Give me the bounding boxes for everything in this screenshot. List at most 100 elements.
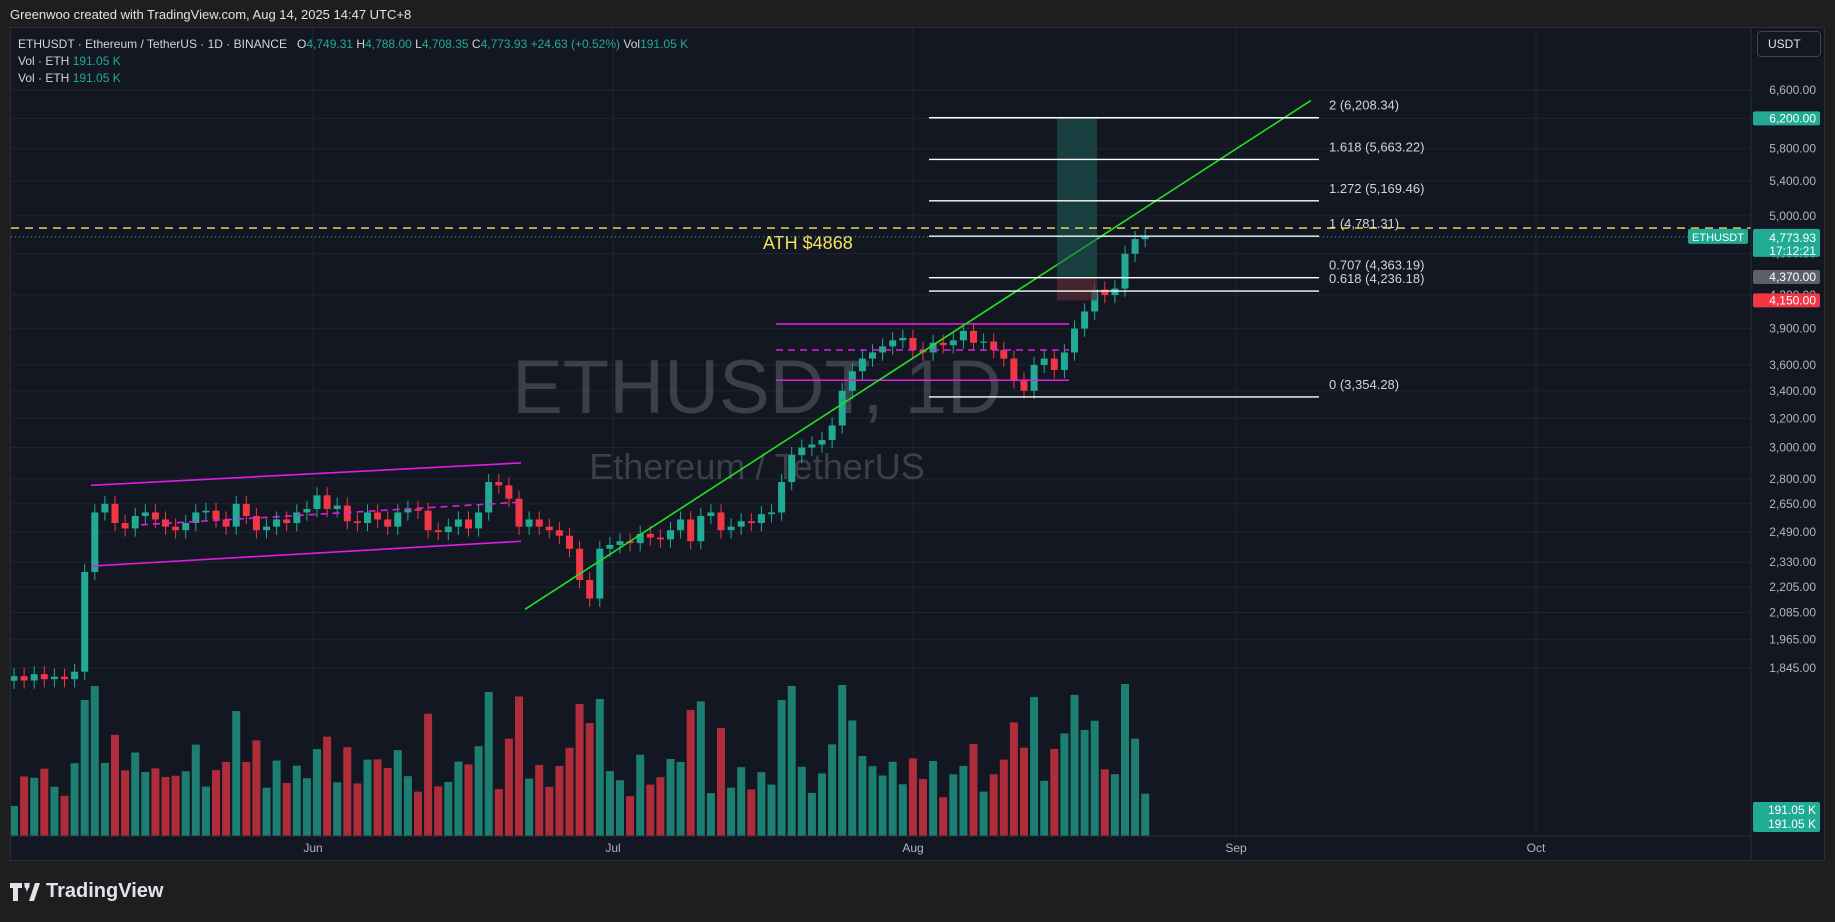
last-price-value: 4,773.93 xyxy=(1769,231,1816,245)
volume-bar xyxy=(1100,769,1109,836)
candle-body xyxy=(778,482,786,513)
volume-bar xyxy=(878,775,887,836)
candle-body xyxy=(424,510,432,531)
price-tag-bg xyxy=(1753,269,1820,284)
volume-bar xyxy=(727,787,736,836)
candle-body xyxy=(374,512,382,520)
candle-body xyxy=(656,537,664,540)
candle xyxy=(737,513,745,535)
volume-bar xyxy=(292,765,301,836)
candle-body xyxy=(737,521,745,527)
candle xyxy=(61,668,68,688)
time-tick-label: Jun xyxy=(303,841,322,855)
candle-body xyxy=(717,512,725,531)
candle-body xyxy=(222,519,230,527)
candle-body xyxy=(1010,358,1018,381)
candle xyxy=(525,511,533,535)
candle xyxy=(81,563,89,680)
candle-body xyxy=(697,515,705,542)
legend-high-label: H xyxy=(356,37,366,51)
volume-bar xyxy=(1030,696,1039,836)
price-chart[interactable]: ETHUSDT, 1D Ethereum / TetherUS 2 (6,208.3… xyxy=(11,28,1824,860)
volume-bar xyxy=(595,699,604,836)
volume-tag-1: 191.05 K xyxy=(1768,803,1816,817)
candle xyxy=(293,504,301,532)
channel-mid xyxy=(140,501,522,526)
price-tag-bg xyxy=(1753,111,1820,126)
candle-body xyxy=(667,530,674,540)
price-tick-label: 2,205.00 xyxy=(1769,580,1816,594)
candle xyxy=(212,502,220,528)
candle-body xyxy=(677,519,685,531)
volume-bar xyxy=(494,789,503,836)
candle-body xyxy=(576,548,584,581)
candle-body xyxy=(889,340,897,347)
candle-body xyxy=(313,495,321,509)
candle xyxy=(697,507,705,550)
candle xyxy=(768,504,775,523)
candle-body xyxy=(747,521,755,524)
volume-bar xyxy=(555,766,564,836)
legend-volume-row-2[interactable]: Vol · ETH 191.05 K xyxy=(18,70,688,87)
volume-bar xyxy=(363,759,372,836)
volume-bar xyxy=(50,786,59,836)
volume-bar xyxy=(40,768,49,836)
tradingview-brand: TradingView xyxy=(46,880,164,902)
candle xyxy=(242,495,250,525)
candle-body xyxy=(283,519,291,524)
price-tick-label: 3,600.00 xyxy=(1769,358,1816,372)
candle-body xyxy=(384,519,392,527)
candle xyxy=(515,490,523,535)
volume-bar xyxy=(868,766,877,836)
candle-body xyxy=(808,444,816,448)
candle-body xyxy=(818,440,826,445)
volume-bar xyxy=(777,700,786,836)
volume-bar xyxy=(979,791,988,836)
candle-body xyxy=(596,548,604,599)
fib-label: 0.707 (4,363.19) xyxy=(1329,258,1424,273)
price-tick-label: 3,000.00 xyxy=(1769,441,1816,455)
candle-body xyxy=(212,510,220,520)
volume-bar xyxy=(828,744,837,836)
bar-countdown: 17:12:21 xyxy=(1769,244,1816,258)
currency-button[interactable]: USDT xyxy=(1757,31,1821,57)
volume-bar xyxy=(1070,694,1079,836)
volume-bar xyxy=(818,773,826,836)
legend-low: 4,708.35 xyxy=(421,37,469,51)
price-tick-label: 6,600.00 xyxy=(1769,83,1816,97)
volume-bar xyxy=(131,752,140,836)
volume-bar xyxy=(515,696,523,836)
candle-body xyxy=(141,512,149,516)
volume-bar xyxy=(969,744,978,836)
volume-bar xyxy=(848,720,857,836)
volume-bar xyxy=(403,776,412,836)
price-tick-label: 5,800.00 xyxy=(1769,142,1816,156)
candle xyxy=(838,382,846,434)
volume-bar xyxy=(181,771,190,836)
candle-body xyxy=(1071,328,1078,353)
candle-body xyxy=(515,498,523,527)
chart-frame[interactable]: ETHUSDT, 1D Ethereum / TetherUS 2 (6,208.3… xyxy=(10,27,1825,861)
volume-bar xyxy=(242,761,251,836)
candle-body xyxy=(182,523,190,531)
volume-bar xyxy=(838,685,847,836)
volume-bar xyxy=(545,786,554,836)
candle-body xyxy=(1050,358,1058,370)
volume-bar xyxy=(30,777,39,836)
candle-body xyxy=(40,674,48,680)
candle-body xyxy=(202,510,210,513)
time-tick-label: Oct xyxy=(1527,841,1546,855)
price-tick-label: 2,490.00 xyxy=(1769,525,1816,539)
legend-low-label: L xyxy=(415,37,422,51)
candle xyxy=(91,504,99,581)
candle xyxy=(222,511,230,535)
candle-body xyxy=(1131,239,1139,254)
candle xyxy=(141,504,149,525)
volume-bar xyxy=(434,786,443,836)
tradingview-logo[interactable]: TradingView xyxy=(10,880,163,903)
volume-bar xyxy=(858,756,867,836)
candle xyxy=(899,329,907,349)
candle xyxy=(424,502,432,539)
legend-volume-row-1[interactable]: Vol · ETH 191.05 K xyxy=(18,53,688,70)
